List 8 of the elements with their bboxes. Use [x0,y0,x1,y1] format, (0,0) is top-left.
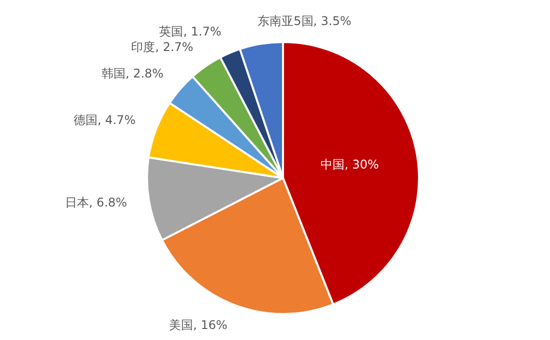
slice-label: 美国, 16% [169,318,228,332]
slice-label: 英国, 1.7% [159,24,222,39]
slice-label: 中国, 30% [320,157,379,172]
slice-label: 印度, 2.7% [131,40,194,54]
slice-label: 日本, 6.8% [64,195,128,210]
slice-label: 德国, 4.7% [73,113,136,128]
slice-label: 韩国, 2.8% [101,66,164,81]
slice-label: 东南亚5国, 3.5% [258,14,352,28]
